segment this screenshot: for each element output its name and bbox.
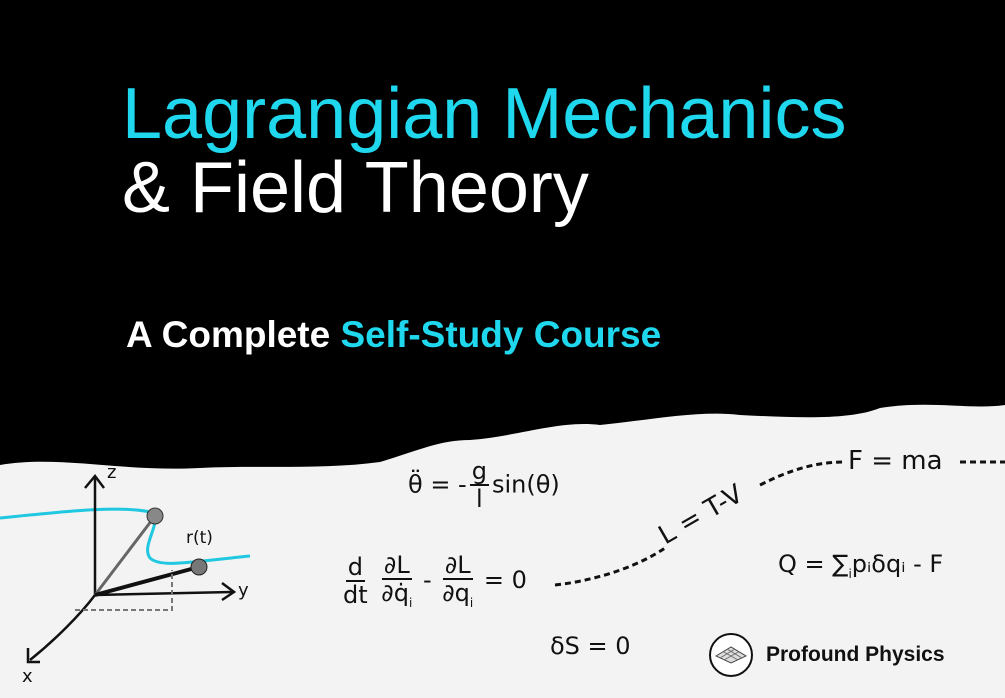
action-equation: δS = 0 [550,632,631,660]
eq-minus: - [422,566,432,595]
title-line-2: & Field Theory [122,148,589,228]
brand-logo: Profound Physics [708,632,945,678]
eq-den: dt [343,581,368,610]
axis-label-y: y [238,580,249,601]
eq-num: g [469,457,489,487]
euler-lagrange-equation: d dt ∂L ∂q̇i - ∂L ∂qi = 0 [340,552,527,610]
subtitle: A Complete Self-Study Course [126,314,661,356]
subtitle-highlight: Self-Study Course [340,314,662,355]
eq-rhs: = 0 [483,566,527,595]
eq-num: d [345,552,365,583]
axis-label-x: x [22,666,33,687]
eq-num: ∂L [381,551,412,581]
eq-rhs: pᵢδqᵢ - F [851,550,944,578]
newton-equation: F = ma [848,446,943,476]
brand-name: Profound Physics [766,643,945,666]
eq-lhs: Q = ∑ [778,550,849,578]
eq-lhs: θ̈ = - [408,470,467,499]
title-line-1: Lagrangian Mechanics [122,74,847,154]
charge-equation: Q = ∑ipᵢδqᵢ - F [778,550,943,581]
axis-label-z: z [107,462,117,483]
eq-sub: i [408,596,413,611]
eq-den: ∂q̇ [381,579,409,608]
grid-surface-logo-icon [709,633,753,677]
eq-rhs: sin(θ) [491,470,560,499]
eq-sub: i [848,566,852,581]
vector-label: r(t) [186,528,213,548]
eq-den: l [476,485,483,514]
eq-num: ∂L [442,551,473,581]
pendulum-equation: θ̈ = - g l sin(θ) [408,458,560,513]
eq-sub: i [469,596,474,611]
subtitle-prefix: A Complete [126,314,331,355]
eq-den: ∂q [442,579,470,608]
coordinate-diagram [0,473,251,664]
